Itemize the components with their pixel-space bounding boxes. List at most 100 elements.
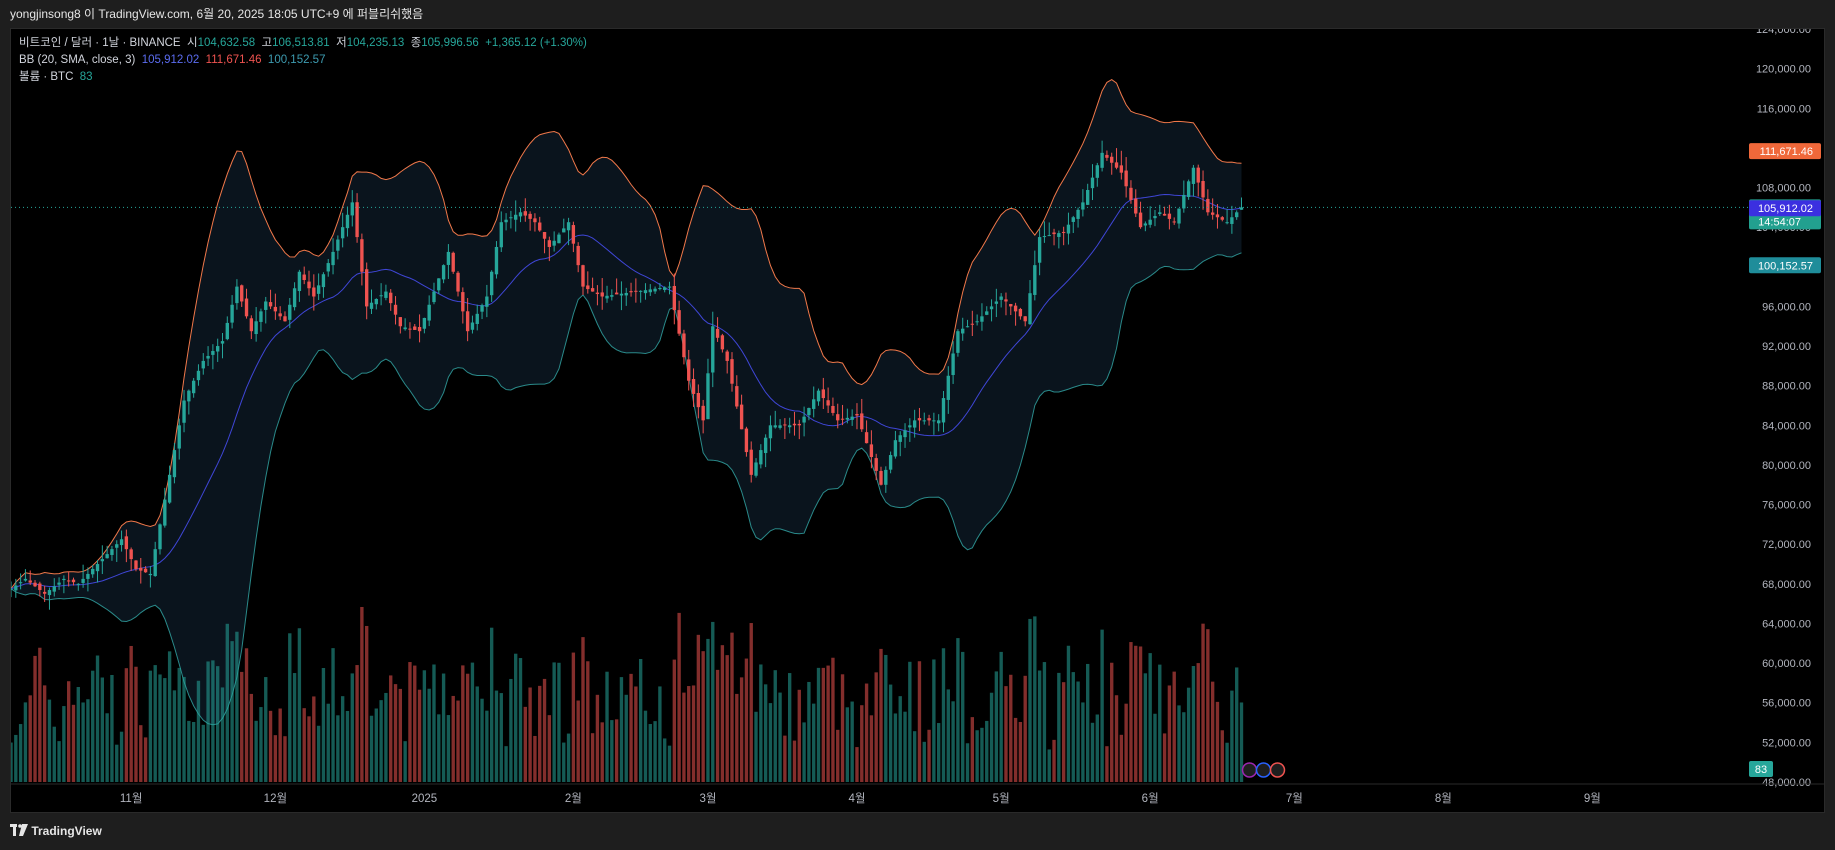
candle-body <box>1119 165 1124 173</box>
candle-body <box>230 304 234 323</box>
volume-bar <box>1129 642 1133 782</box>
us-flag-event-icon[interactable] <box>1269 762 1286 778</box>
volume-bar <box>264 677 268 782</box>
candle-body <box>225 322 229 340</box>
candle-body <box>456 272 460 292</box>
candle-body <box>1172 221 1176 223</box>
candle-body <box>499 222 503 248</box>
price-axis[interactable]: 48,000.00 52,000.00 56,000.00 60,000.00 64,0… <box>1756 29 1811 789</box>
candle-body <box>831 405 835 413</box>
candle-body <box>1114 162 1119 168</box>
y-tick-label: 52,000.00 <box>1762 737 1811 749</box>
candle-body <box>730 359 734 384</box>
volume-bar <box>826 665 830 782</box>
candle-body <box>254 321 258 335</box>
legend-change: +1,365.12 (+1.30%) <box>485 37 587 49</box>
chart-legend: 비트코인 / 달러 · 1날 · BINANCE 시104,632.58 고10… <box>19 35 587 86</box>
candle-body <box>653 288 657 292</box>
volume-bar <box>1047 749 1051 782</box>
legend-bb-basis: 105,912.02 <box>141 54 200 66</box>
volume-bar <box>936 723 941 782</box>
volume-bar <box>1230 690 1234 782</box>
candle-body <box>379 295 383 297</box>
volume-bar <box>163 678 167 782</box>
candle-body <box>629 291 633 293</box>
volume-bar <box>172 690 177 782</box>
candle-body <box>292 288 297 308</box>
candle-body <box>62 578 66 581</box>
legend-bb-label[interactable]: BB (20, SMA, close, 3) <box>19 54 136 66</box>
volume-bar <box>951 701 955 782</box>
candle-body <box>951 353 955 376</box>
candle-body <box>196 370 201 381</box>
candle-body <box>941 398 946 423</box>
candle-body <box>802 416 806 423</box>
volume-bar <box>547 715 552 782</box>
candle-body <box>288 304 292 320</box>
volume-bar <box>624 694 628 782</box>
volume-bar <box>14 734 18 782</box>
volume-bar <box>1052 739 1056 782</box>
us-flag-event-icon[interactable] <box>1255 762 1272 778</box>
candle-body <box>124 536 129 550</box>
volume-bar <box>860 705 864 782</box>
volume-bar <box>1076 681 1080 782</box>
candle-body <box>783 424 787 426</box>
upper-band-tag: 111,671.46 <box>1760 146 1813 158</box>
volume-bar <box>869 715 874 782</box>
candle-body <box>523 211 527 216</box>
candle-body <box>278 313 282 317</box>
candle-body <box>57 582 61 585</box>
candle-body <box>172 450 177 478</box>
volume-bar <box>312 696 316 782</box>
candle-body <box>350 202 354 216</box>
volume-bar <box>1148 653 1152 782</box>
volume-bar <box>715 669 720 782</box>
candle-body <box>326 263 330 272</box>
volume-bar <box>76 687 80 782</box>
time-axis[interactable]: 11월 12월 2025 2월 3월 4월 5월 6월 7월 8월 9월 <box>11 783 1824 805</box>
volume-bar <box>1162 733 1167 782</box>
publish-line: yongjinsong8 이 TradingView.com, 6월 20, 2… <box>10 7 424 21</box>
volume-bar <box>941 648 946 782</box>
volume-bar <box>52 726 56 782</box>
candle-body <box>374 298 378 305</box>
volume-bar <box>614 719 619 782</box>
candle-body <box>600 292 604 297</box>
volume-bar <box>514 653 518 782</box>
volume-bar <box>557 662 561 782</box>
volume-bar <box>586 661 590 782</box>
candle-body <box>153 549 157 577</box>
volume-bar <box>562 742 566 782</box>
volume-bar <box>417 689 422 782</box>
candle-body <box>768 425 773 439</box>
candle-body <box>1028 293 1032 325</box>
volume-bar <box>1182 712 1186 782</box>
candle-body <box>518 212 523 217</box>
lightning-event-icon[interactable] <box>1241 762 1258 778</box>
volume-bar <box>283 736 287 782</box>
candle-body <box>836 414 840 421</box>
chart-panel[interactable]: 비트코인 / 달러 · 1날 · BINANCE 시104,632.58 고10… <box>10 28 1825 813</box>
legend-high: 106,513.81 <box>272 37 330 49</box>
lower-band-tag-bg <box>1749 257 1821 274</box>
candle-body <box>139 567 143 571</box>
candle-body <box>441 265 446 280</box>
volume-bar <box>240 671 244 782</box>
volume-bar <box>1172 671 1176 782</box>
legend-volume-row: 볼륨 · BTC 83 <box>19 69 587 86</box>
footer-brand[interactable]: TradingView <box>0 824 102 838</box>
legend-symbol[interactable]: 비트코인 / 달러 · 1날 · BINANCE <box>19 37 181 49</box>
candle-body <box>360 239 364 272</box>
y-tick-label: 108,000.00 <box>1756 183 1811 195</box>
candle-body <box>403 327 407 330</box>
candle-body <box>557 234 561 244</box>
volume-bar <box>268 710 273 782</box>
volume-bar <box>1215 701 1220 782</box>
candle-body <box>76 583 80 585</box>
legend-volume-label[interactable]: 볼륨 · BTC <box>19 71 74 83</box>
candle-body <box>1004 299 1008 302</box>
price-chart[interactable]: 48,000.00 52,000.00 56,000.00 60,000.00 64,0… <box>11 29 1824 812</box>
candle-body <box>413 326 417 330</box>
volume-bar <box>446 715 451 782</box>
